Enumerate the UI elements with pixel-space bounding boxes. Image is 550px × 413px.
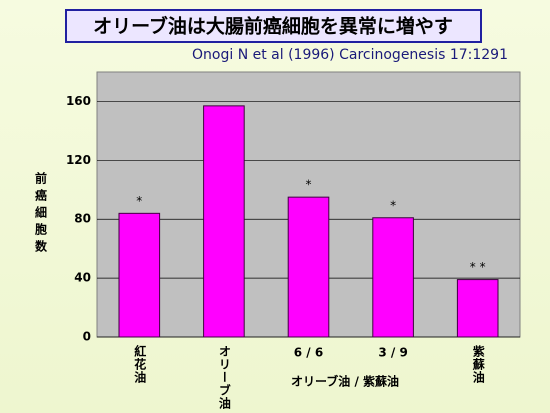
y-tick-label: 160	[66, 94, 91, 108]
bar	[456, 279, 499, 338]
bar	[118, 212, 161, 338]
y-tick-label: 120	[66, 153, 91, 167]
bar	[287, 196, 330, 338]
x-tick-label: オリーブ油	[217, 345, 231, 410]
bar	[203, 105, 245, 338]
x-tick-label: 6 / 6	[294, 346, 323, 360]
x-tick-label: 紅花油	[133, 344, 147, 384]
chart-subtitle: Onogi N et al (1996) Carcinogenesis 17:1…	[192, 47, 508, 63]
annotation: *	[390, 198, 396, 212]
y-tick-label: 40	[74, 271, 91, 285]
chart-title: オリーブ油は大腸前癌細胞を異常に増やす	[93, 15, 453, 38]
x-tick-label: 3 / 9	[378, 346, 407, 360]
x-axis-label: オリーブ油 / 紫蘇油	[291, 374, 399, 389]
title-box	[65, 9, 482, 43]
annotation: *	[136, 194, 142, 208]
bar	[372, 217, 414, 338]
y-tick-label: 80	[74, 212, 91, 226]
y-tick-label: 0	[83, 330, 91, 344]
annotation: * *	[470, 260, 486, 274]
x-tick-label: 紫蘇油	[471, 344, 485, 384]
y-axis-label: 前癌細胞数	[34, 171, 48, 257]
annotation: *	[306, 178, 312, 192]
